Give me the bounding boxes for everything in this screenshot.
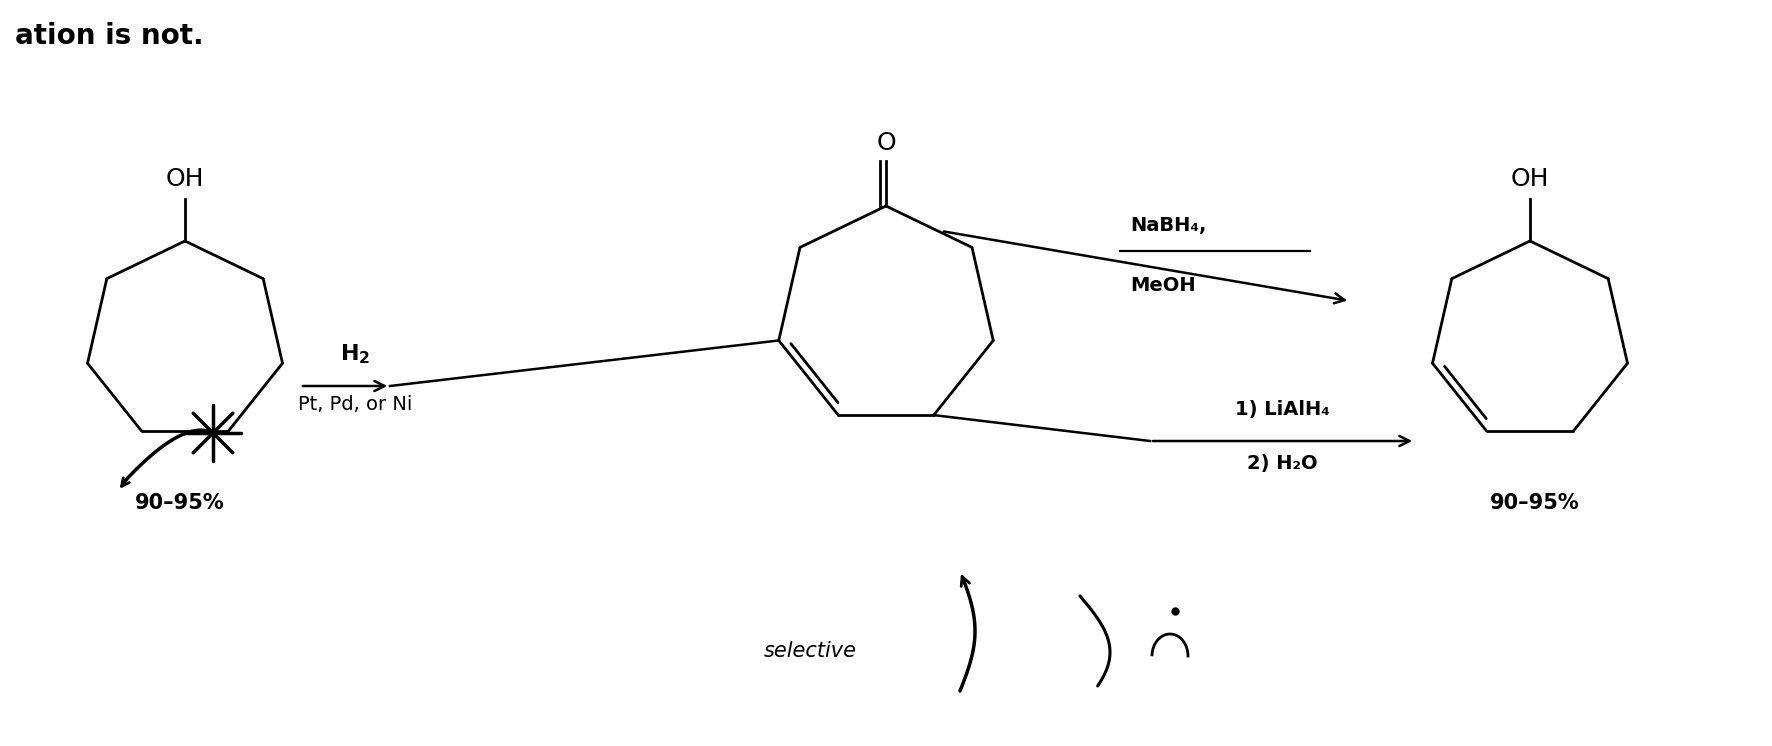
- Text: OH: OH: [1512, 167, 1549, 191]
- Text: 2) H₂O: 2) H₂O: [1247, 454, 1318, 472]
- Text: NaBH₄,: NaBH₄,: [1131, 216, 1207, 236]
- Text: Pt, Pd, or Ni: Pt, Pd, or Ni: [298, 395, 413, 413]
- Text: 90–95%: 90–95%: [135, 493, 225, 513]
- Text: O: O: [875, 131, 897, 155]
- Text: selective: selective: [764, 641, 856, 661]
- Text: 1) LiAlH₄: 1) LiAlH₄: [1235, 400, 1331, 419]
- Text: $\mathbf{H_2}$: $\mathbf{H_2}$: [340, 342, 370, 366]
- Text: OH: OH: [167, 167, 204, 191]
- Text: ation is not.: ation is not.: [14, 22, 204, 50]
- Text: MeOH: MeOH: [1131, 277, 1196, 295]
- Text: 90–95%: 90–95%: [1490, 493, 1581, 513]
